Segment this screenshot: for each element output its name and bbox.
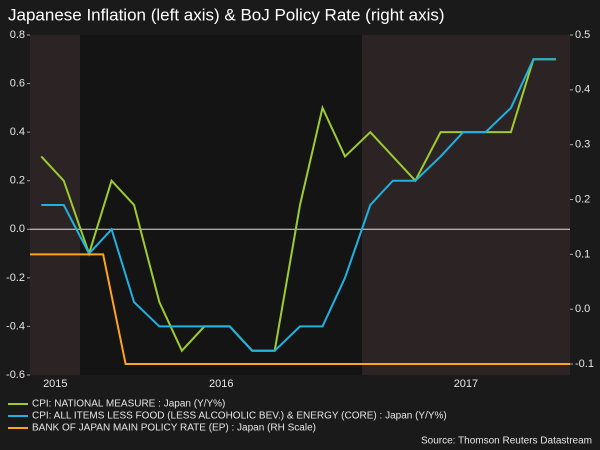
y2-tick-label: -0.1 bbox=[575, 358, 594, 370]
source: Source: Thomson Reuters Datastream bbox=[421, 436, 592, 447]
y2-tick-label: 0.2 bbox=[575, 193, 590, 205]
legend-label: CPI: NATIONAL MEASURE : Japan (Y/Y%) bbox=[32, 399, 225, 410]
y2-tick-label: 0.5 bbox=[575, 29, 590, 41]
series-line bbox=[30, 253, 570, 366]
y-tick-label: 0.2 bbox=[10, 175, 25, 187]
y-tick-label: 0.4 bbox=[10, 126, 25, 138]
y-tick-label: -0.2 bbox=[6, 272, 25, 284]
y2-tick-label: 0.4 bbox=[575, 84, 590, 96]
x-tick-label: 2015 bbox=[43, 378, 67, 390]
x-tick-label: 2016 bbox=[209, 378, 233, 390]
year-band bbox=[362, 35, 570, 375]
series-line bbox=[41, 58, 556, 352]
chart-title: Japanese Inflation (left axis) & BoJ Pol… bbox=[8, 5, 445, 24]
legend-label: BANK OF JAPAN MAIN POLICY RATE (EP) : Ja… bbox=[32, 423, 316, 434]
y-tick-label: 0.6 bbox=[10, 77, 25, 89]
y-tick-label: -0.6 bbox=[6, 369, 25, 381]
y-tick-label: -0.4 bbox=[6, 320, 25, 332]
y2-tick-label: 0.3 bbox=[575, 139, 590, 151]
y2-tick-label: 0.1 bbox=[575, 248, 590, 260]
y2-tick-label: 0.0 bbox=[575, 303, 590, 315]
legend-label: CPI: ALL ITEMS LESS FOOD (LESS ALCOHOLIC… bbox=[32, 411, 447, 422]
x-tick-label: 2017 bbox=[454, 378, 478, 390]
y-tick-label: 0.0 bbox=[10, 223, 25, 235]
y-tick-label: 0.8 bbox=[10, 29, 25, 41]
